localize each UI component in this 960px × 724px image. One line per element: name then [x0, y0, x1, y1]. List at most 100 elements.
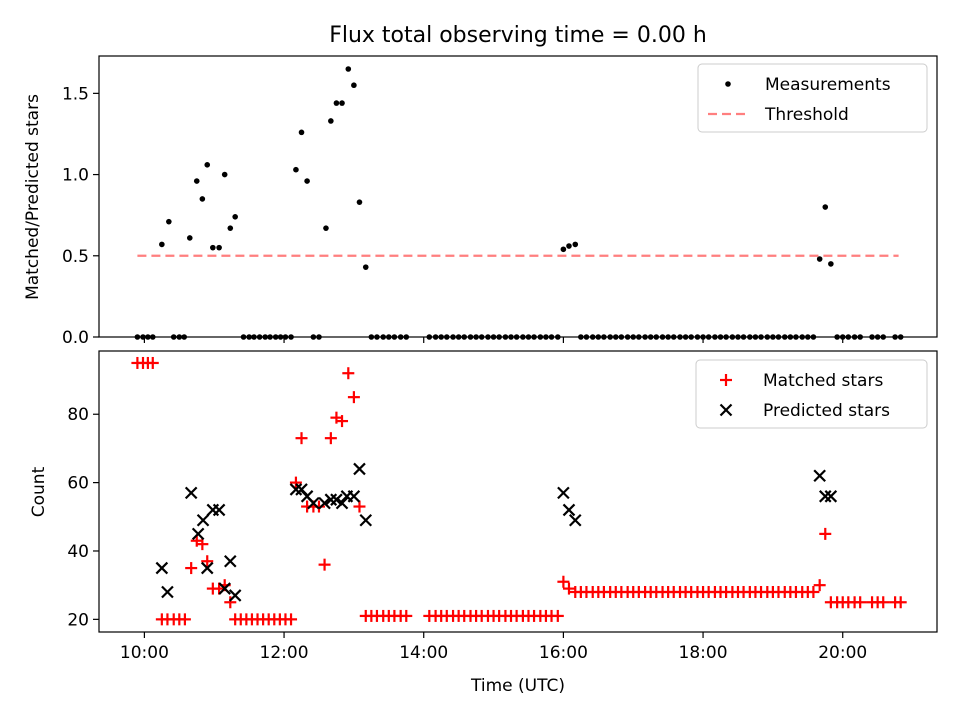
measurement-point — [333, 100, 340, 106]
measurement-point — [339, 100, 345, 106]
measurement-point — [159, 241, 165, 248]
measurement-point — [221, 171, 228, 178]
matched-star-point — [324, 432, 337, 445]
measurement-point — [822, 204, 829, 210]
legend-plus-glyph — [720, 374, 732, 386]
matched-star-point — [289, 476, 302, 489]
matched-star-point — [196, 538, 209, 551]
matched-star-point — [178, 613, 191, 626]
predicted-star-point — [347, 490, 361, 503]
predicted-star-point — [818, 490, 832, 503]
x-axis-label: Time (UTC) — [470, 676, 565, 696]
x-tick-label: 20:00 — [818, 643, 867, 663]
measurement-point — [566, 243, 572, 249]
matched-star-point — [877, 596, 890, 609]
predicted-star-point — [196, 513, 210, 527]
matched-star-point — [342, 367, 355, 380]
measurement-point — [166, 218, 172, 225]
x-tick-label: 16:00 — [539, 643, 588, 663]
x-tick-label: 18:00 — [679, 643, 728, 663]
measurement-point — [232, 214, 238, 220]
predicted-star-point — [218, 582, 231, 595]
legend-predicted-label: Predicted stars — [763, 401, 890, 421]
y-tick-label: 20 — [67, 610, 89, 630]
predicted-star-point — [155, 561, 169, 575]
legend-predicted-marker — [719, 403, 733, 417]
matched-star-point — [185, 562, 198, 575]
measurement-point — [816, 256, 823, 262]
predicted-star-point — [184, 486, 198, 500]
predicted-star-point — [228, 589, 242, 602]
top-y-ticks: 0.0 0.5 1.0 1.5 — [62, 84, 99, 348]
legend-measurements-label: Measurements — [765, 75, 891, 95]
predicted-star-point — [353, 462, 366, 476]
measurement-point — [199, 196, 206, 202]
predicted-star-point — [307, 496, 320, 510]
measurement-point — [210, 244, 216, 251]
bottom-axes-frame — [98, 350, 938, 633]
matched-star-point — [819, 527, 832, 540]
top-axes-frame — [98, 55, 938, 338]
bottom-y-ticks: 20 40 60 80 — [67, 405, 99, 630]
matched-star-point — [400, 609, 413, 622]
predicted-star-point — [212, 503, 226, 517]
measurement-point — [362, 264, 369, 270]
ratio-panel: 0.0 0.5 1.0 1.5 Matched/Predicted stars Mea… — [23, 55, 938, 348]
bottom-y-axis-label: Count — [29, 466, 49, 517]
matched-star-point — [353, 500, 366, 513]
predicted-star-point — [568, 513, 582, 527]
legend-matched-label: Matched stars — [763, 371, 883, 391]
matched-star-point — [295, 432, 308, 445]
measurement-point — [356, 199, 363, 205]
bottom-legend-box — [695, 359, 928, 429]
measurement-point — [227, 225, 234, 231]
matched-star-point — [224, 596, 237, 609]
measurement-point — [328, 118, 334, 124]
matched-star-point — [336, 415, 349, 428]
measurement-point — [304, 178, 310, 184]
matched-star-point — [562, 582, 575, 595]
y-tick-label: 0.0 — [62, 328, 89, 348]
predicted-stars-points — [155, 462, 838, 602]
y-tick-label: 1.5 — [62, 84, 89, 104]
top-legend-box — [697, 63, 928, 133]
y-tick-label: 40 — [67, 542, 89, 562]
y-tick-label: 0.5 — [62, 247, 89, 267]
matched-star-point — [894, 596, 907, 609]
matched-stars-points — [131, 356, 907, 626]
measurement-point — [216, 244, 222, 251]
legend-x-glyph — [719, 403, 733, 417]
predicted-star-point — [330, 493, 343, 506]
predicted-star-point — [324, 493, 338, 506]
predicted-star-point — [359, 513, 373, 527]
matched-star-point — [347, 391, 360, 404]
measurement-point — [351, 82, 357, 89]
legend-threshold-label: Threshold — [764, 105, 849, 125]
predicted-star-point — [813, 469, 826, 483]
y-tick-label: 1.0 — [62, 166, 89, 186]
top-x-ticks — [143, 337, 844, 343]
matched-star-point — [285, 613, 298, 626]
top-y-axis-label: Matched/Predicted stars — [23, 94, 43, 300]
predicted-star-point — [289, 483, 303, 496]
predicted-star-point — [200, 561, 214, 575]
predicted-star-point — [224, 554, 237, 568]
measurement-point — [345, 66, 352, 72]
predicted-star-point — [824, 490, 838, 503]
matched-star-point — [201, 555, 214, 568]
matched-star-point — [318, 558, 331, 571]
matched-star-point — [807, 586, 820, 599]
legend-matched-marker — [720, 374, 732, 386]
measurement-point — [193, 178, 200, 184]
legend-measurements-marker — [725, 81, 731, 87]
measurement-point — [323, 225, 329, 231]
measurement-point — [293, 166, 299, 173]
chart-title: Flux total observing time = 0.00 h — [329, 23, 707, 48]
matched-star-point — [312, 500, 325, 513]
matched-star-point — [813, 579, 826, 592]
bottom-legend: Matched stars Predicted stars — [695, 359, 928, 429]
x-tick-label: 10:00 — [120, 643, 169, 663]
measurement-point — [828, 261, 834, 267]
top-legend: Measurements Threshold — [697, 63, 928, 133]
